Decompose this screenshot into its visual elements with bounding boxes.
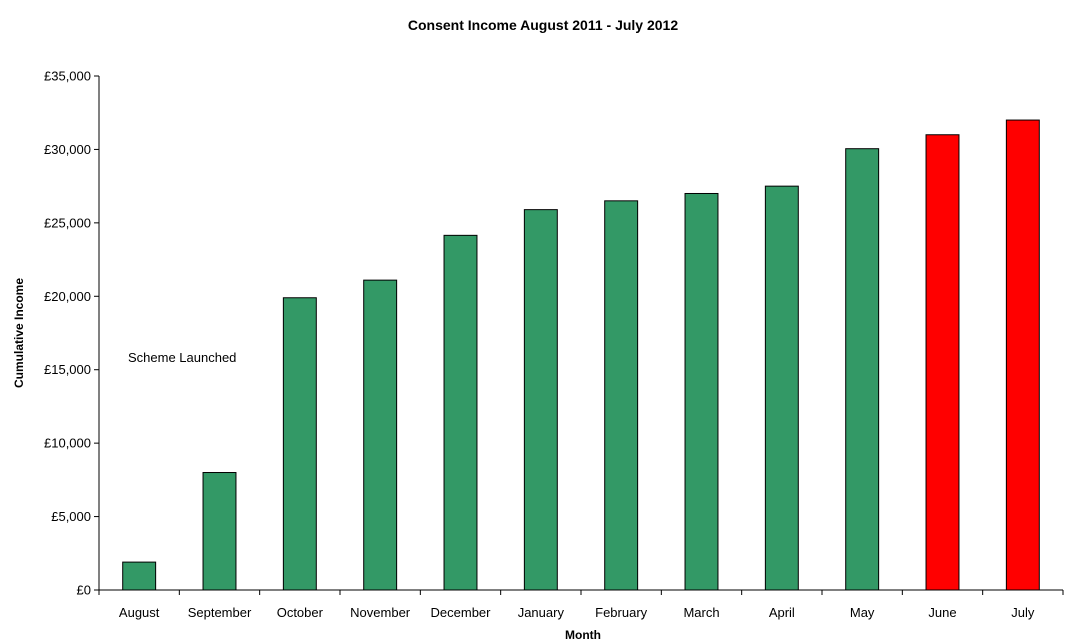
y-tick-label: £35,000 — [44, 69, 91, 84]
x-tick-label: February — [595, 605, 648, 620]
y-tick-label: £25,000 — [44, 215, 91, 230]
x-tick-label: April — [769, 605, 795, 620]
bar-june — [925, 134, 960, 591]
bar-january — [523, 209, 558, 591]
bar-may — [845, 148, 880, 591]
bar-july — [1005, 119, 1040, 591]
y-tick-label: £15,000 — [44, 362, 91, 377]
x-tick-label: May — [850, 605, 875, 620]
bar-february — [604, 200, 639, 591]
bar-december — [443, 234, 478, 591]
x-tick-label: November — [350, 605, 411, 620]
y-tick-label: £10,000 — [44, 436, 91, 451]
y-tick-label: £30,000 — [44, 142, 91, 157]
x-tick-label: July — [1011, 605, 1035, 620]
bar-march — [684, 192, 719, 591]
bar-august — [122, 561, 157, 591]
x-tick-label: December — [431, 605, 492, 620]
scheme-launched-annotation: Scheme Launched — [128, 350, 236, 365]
y-axis-label: Cumulative Income — [12, 278, 26, 388]
x-tick-label: August — [119, 605, 160, 620]
x-axis-label: Month — [565, 628, 601, 642]
chart-title: Consent Income August 2011 - July 2012 — [408, 17, 678, 33]
bar-november — [363, 279, 398, 591]
x-tick-label: October — [277, 605, 324, 620]
x-tick-label: September — [188, 605, 252, 620]
y-tick-label: £20,000 — [44, 289, 91, 304]
x-tick-label: January — [518, 605, 565, 620]
bar-september — [202, 472, 237, 591]
bar-october — [282, 297, 317, 591]
plot-area: £0 £5,000 £10,000 £15,000 £20,000 £25,000 £30,… — [44, 69, 1064, 620]
y-tick-label: £5,000 — [51, 509, 91, 524]
bar-april — [764, 185, 799, 591]
y-tick-label: £0 — [77, 583, 91, 598]
x-tick-label: March — [683, 605, 719, 620]
x-tick-label: June — [928, 605, 956, 620]
